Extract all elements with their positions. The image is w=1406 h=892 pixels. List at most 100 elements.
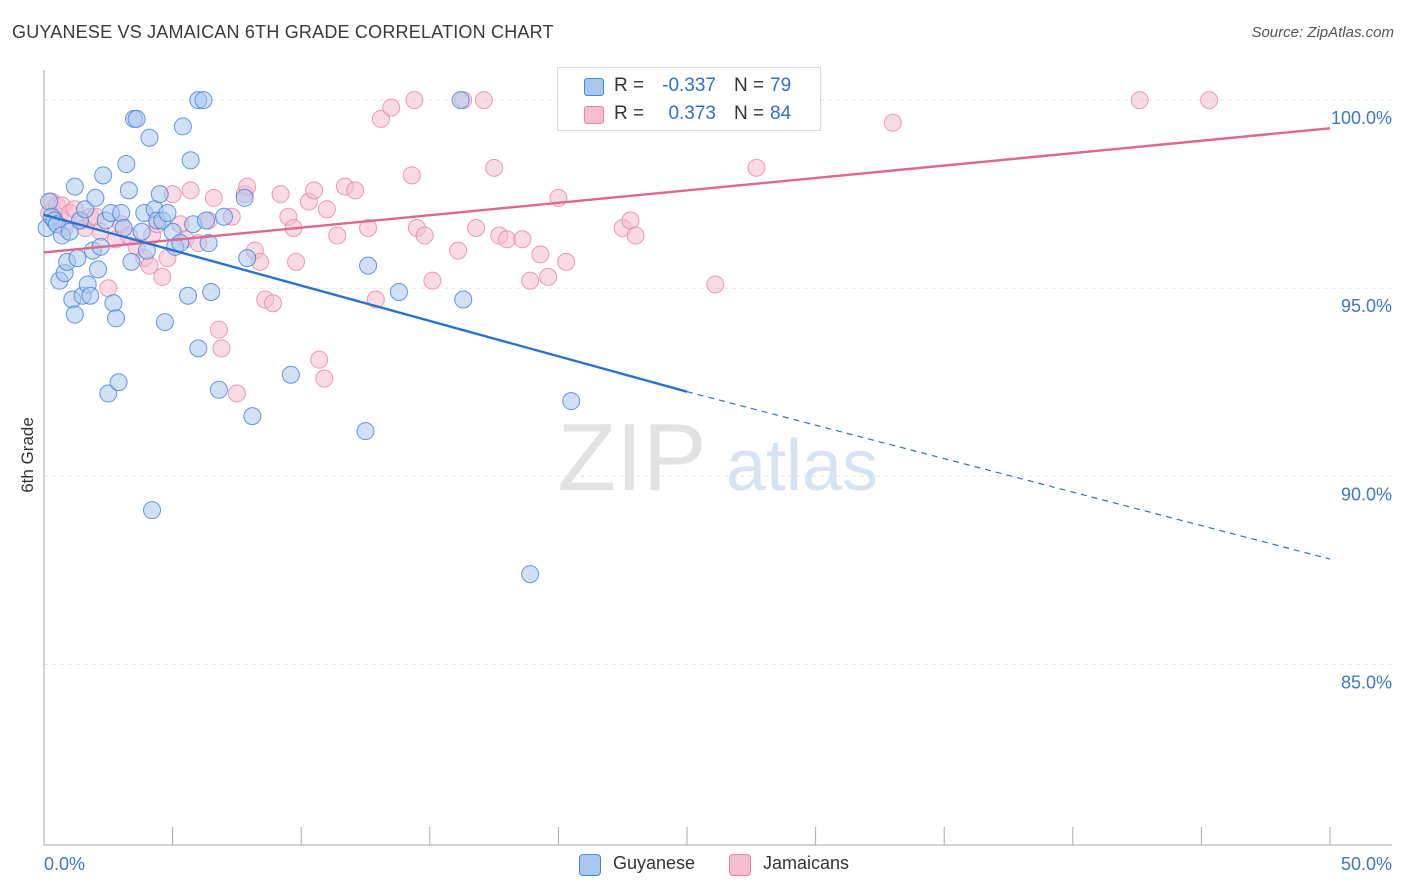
jamaicans-point (557, 252, 576, 271)
watermark: ZIP atlas (557, 404, 878, 511)
legend-r-label: R = (614, 103, 645, 124)
legend-row-guyanese: R = -0.337 N = 79 (558, 72, 820, 100)
guyanese-point (356, 422, 375, 441)
guyanese-point (238, 249, 257, 268)
guyanese-point (359, 256, 378, 275)
legend-r-value: -0.337 (662, 75, 716, 96)
legend-n-label: N = (734, 75, 765, 96)
y-axis-title: 6th Grade (18, 417, 37, 493)
trend-lines (43, 127, 1331, 560)
guyanese-point (235, 188, 254, 207)
guyanese-point (209, 380, 228, 399)
chart-title: GUYANESE VS JAMAICAN 6TH GRADE CORRELATI… (12, 22, 554, 42)
guyanese-point (122, 252, 141, 271)
jamaicans-point (227, 384, 246, 403)
jamaicans-point (402, 166, 421, 185)
series-label-guyanese: Guyanese (613, 853, 696, 873)
jamaicans-point (382, 98, 401, 117)
jamaicans-point (747, 158, 766, 177)
jamaicans-point (485, 158, 504, 177)
legend-swatch-guyanese (584, 78, 604, 96)
guyanese-point (109, 373, 128, 392)
legend-row-jamaicans: R = 0.373 N = 84 (558, 100, 820, 128)
jamaicans-point (621, 211, 640, 230)
legend-r-label: R = (614, 75, 645, 96)
jamaicans-point (204, 188, 223, 207)
guyanese-point (179, 286, 198, 305)
guyanese-point (132, 222, 151, 241)
guyanese-point (173, 117, 192, 136)
guyanese-point (68, 249, 87, 268)
jamaicans-point (626, 226, 645, 245)
jamaicans-point (531, 245, 550, 264)
guyanese-point (197, 211, 216, 230)
legend-n-value: 84 (770, 103, 792, 124)
jamaicans-point (209, 320, 228, 339)
jamaicans-point (305, 181, 324, 200)
series-swatch-jamaicans (729, 854, 751, 876)
jamaicans-point (271, 185, 290, 204)
guyanese-point (86, 188, 105, 207)
jamaicans-point (328, 226, 347, 245)
legend-r-value: 0.373 (668, 103, 716, 124)
guyanese-point (112, 203, 131, 222)
jamaicans-point (181, 181, 200, 200)
jamaicans-point (99, 279, 118, 298)
jamaicans-point (1130, 91, 1149, 110)
jamaicans-point (706, 275, 725, 294)
guyanese-point (107, 309, 126, 328)
axis-layer: 85.0% 90.0% 95.0% 100.0% 0.0% 50.0% (43, 70, 1392, 874)
watermark-zip: ZIP (557, 404, 706, 511)
legend-swatch-jamaicans (584, 106, 604, 124)
jamaicans-point (1200, 91, 1219, 110)
guyanese-point (143, 501, 162, 520)
y-tick-label: 90.0% (1341, 484, 1392, 504)
series-legend: Guyanese Jamaicans (0, 852, 1406, 878)
guyanese-point (562, 392, 581, 411)
jamaicans-point (317, 200, 336, 219)
guyanese-point (117, 155, 136, 174)
guyanese-point (76, 200, 95, 219)
guyanese-point (94, 166, 113, 185)
guyanese-trend-extension (686, 391, 1331, 560)
guyanese-point (40, 192, 59, 211)
guyanese-point (65, 305, 84, 324)
jamaicans-point (153, 267, 172, 286)
guyanese-point (389, 282, 408, 301)
jamaicans-point (423, 271, 442, 290)
guyanese-point (65, 177, 84, 196)
guyanese-point (171, 234, 190, 253)
guyanese-point (181, 151, 200, 170)
guyanese-point (521, 565, 540, 584)
jamaicans-point (405, 91, 424, 110)
guyanese-point (215, 207, 234, 226)
guyanese-point (119, 181, 138, 200)
guyanese-point (89, 260, 108, 279)
guyanese-point (99, 384, 118, 403)
axis-labels: 6th Grade (18, 417, 37, 493)
series-swatch-guyanese (579, 854, 601, 876)
legend-n-label: N = (734, 103, 765, 124)
guyanese-point (454, 290, 473, 309)
guyanese-point (189, 339, 208, 358)
jamaicans-point (315, 369, 334, 388)
watermark-atlas: atlas (726, 426, 878, 506)
guyanese-point (150, 185, 169, 204)
jamaicans-point (287, 252, 306, 271)
jamaicans-point (212, 339, 231, 358)
guyanese-trend-line (43, 213, 688, 393)
source-label: Source: ZipAtlas.com (1251, 24, 1394, 41)
jamaicans-point (467, 219, 486, 238)
y-tick-label: 100.0% (1331, 108, 1392, 128)
y-tick-label: 85.0% (1341, 672, 1392, 692)
y-tick-label: 95.0% (1341, 296, 1392, 316)
guyanese-point (202, 282, 221, 301)
correlation-legend: R = -0.337 N = 79 R = 0.373 N = 84 (557, 67, 821, 131)
guyanese-point (281, 365, 300, 384)
jamaicans-point (263, 294, 282, 313)
x-tick-label: 0.0% (44, 854, 85, 874)
guyanese-point (104, 294, 123, 313)
jamaicans-point (310, 350, 329, 369)
guyanese-point (127, 109, 146, 128)
jamaicans-point (359, 219, 378, 238)
